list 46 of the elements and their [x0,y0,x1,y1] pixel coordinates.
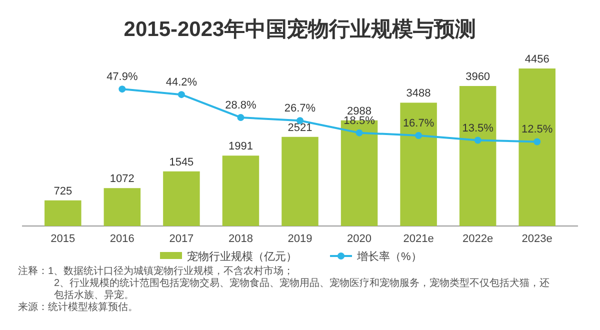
point [474,136,482,144]
bar [518,68,556,226]
data-label: 1545 [169,156,194,168]
point [118,86,126,93]
data-label: 3488 [406,88,431,100]
data-label: 44.2% [166,76,198,89]
data-label: 3960 [466,71,490,84]
x-tick-label: 2016 [110,233,134,245]
point [415,132,422,139]
point [534,138,541,146]
bar [44,200,82,226]
text: 注释：1、数据统计口径为城镇宠物行业规模，不含农村市场； [18,265,294,277]
x-tick-label: 2015 [50,233,76,245]
bar [282,136,318,226]
x-tick-label: 2017 [169,233,194,245]
data-label: 4456 [524,53,550,66]
point [356,129,363,136]
bar [400,102,437,226]
data-label: 2988 [347,105,372,118]
data-label: 16.7% [402,117,434,130]
bar [459,86,496,226]
data-label: 2521 [288,122,312,134]
data-label: 13.5% [462,122,494,134]
x-tick-label: 2019 [288,233,312,245]
data-label: 725 [54,185,72,198]
point [178,91,185,98]
data-label: 47.9% [106,71,138,84]
x-tick-label: 2023e [522,233,552,245]
data-label: 1072 [110,173,134,186]
data-label: 12.5% [522,124,553,136]
data-label: 26.7% [284,102,316,115]
data-label: 28.8% [225,99,257,112]
point [237,114,244,121]
x-tick-label: 2020 [347,233,372,245]
chart-title: 2015-2023年中国宠物行业规模与预测 [124,17,476,41]
legend-label: 增长率（%） [356,250,422,263]
bar [104,188,141,226]
text: 2、行业规模的统计范围包括宠物交易、宠物食品、宠物用品、宠物医疗和宠物服务，宠物类型不仅包括犬猫，还包括水族、异宠。 [54,277,550,301]
source-note: 来源：统计模型核算预估。 [18,301,138,313]
data-label: 1991 [228,140,253,153]
legend-label: 宠物行业规模（亿元） [187,250,297,263]
x-tick-label: 2021e [403,233,434,245]
x-tick-label: 2022e [462,233,494,245]
x-tick-label: 2018 [228,233,253,245]
bar [222,156,260,226]
bar [163,171,200,226]
